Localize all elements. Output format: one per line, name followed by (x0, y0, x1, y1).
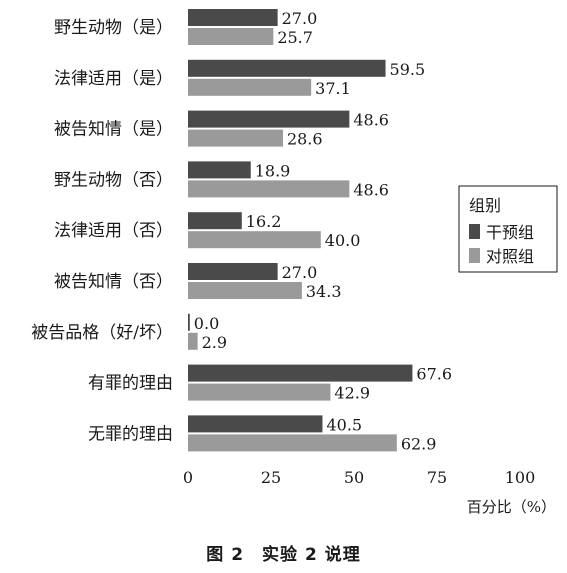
bar-control (188, 78, 312, 96)
x-tick-label: 100 (505, 468, 536, 487)
value-label: 28.6 (287, 130, 323, 149)
category-label: 野生动物（是） (54, 18, 173, 38)
category-label: 被告知情（是） (54, 120, 173, 140)
value-label: 40.0 (325, 231, 361, 250)
x-tick-label: 75 (427, 468, 447, 487)
bar-intervention (188, 364, 413, 382)
bar-intervention (188, 263, 278, 280)
value-label: 37.1 (315, 79, 351, 98)
value-label: 18.9 (255, 161, 291, 180)
value-label: 48.6 (353, 180, 389, 199)
value-label: 27.0 (282, 9, 318, 28)
bar-control (188, 129, 283, 147)
category-label: 被告品格（好/坏） (31, 323, 173, 343)
category-label: 法律适用（否） (54, 221, 173, 241)
bar-intervention (188, 161, 251, 179)
bar-intervention (188, 110, 350, 128)
bar-intervention (188, 313, 190, 331)
category-label: 有罪的理由 (88, 374, 173, 394)
value-label: 62.9 (401, 434, 437, 453)
value-label: 34.3 (306, 282, 342, 301)
value-label: 67.6 (416, 365, 452, 384)
bar-intervention (188, 212, 242, 230)
value-label: 2.9 (202, 333, 227, 352)
legend-label: 对照组 (486, 247, 534, 266)
x-axis-title: 百分比（%） (467, 498, 556, 516)
bar-control (188, 332, 198, 350)
legend-swatch (469, 248, 480, 263)
category-label: 法律适用（是） (54, 69, 173, 89)
category-label: 被告知情（否） (54, 272, 173, 292)
value-label: 27.0 (282, 263, 318, 282)
value-label: 40.5 (326, 415, 362, 434)
bar-control (188, 383, 331, 401)
x-tick-label: 25 (261, 468, 281, 487)
bar-intervention (188, 9, 278, 26)
bar-intervention (188, 415, 323, 433)
bar-control (188, 180, 350, 198)
bar-intervention (188, 59, 386, 77)
value-label: 48.6 (353, 111, 389, 130)
value-label: 25.7 (277, 28, 313, 47)
legend-swatch (469, 224, 480, 239)
x-tick-label: 50 (344, 468, 364, 487)
bar-control (188, 282, 302, 299)
bar-control (188, 231, 321, 249)
bar-control (188, 434, 397, 452)
value-label: 16.2 (246, 212, 282, 231)
legend-label: 干预组 (486, 223, 534, 242)
value-label: 0.0 (194, 314, 219, 333)
value-label: 59.5 (390, 60, 426, 79)
legend-title: 组别 (469, 196, 501, 215)
category-label: 无罪的理由 (88, 424, 173, 444)
value-label: 42.9 (334, 384, 370, 403)
bar-control (188, 28, 274, 45)
category-label: 野生动物（否） (54, 170, 173, 190)
x-tick-label: 0 (183, 468, 193, 487)
figure-caption: 图 2 实验 2 说理 (206, 545, 361, 565)
